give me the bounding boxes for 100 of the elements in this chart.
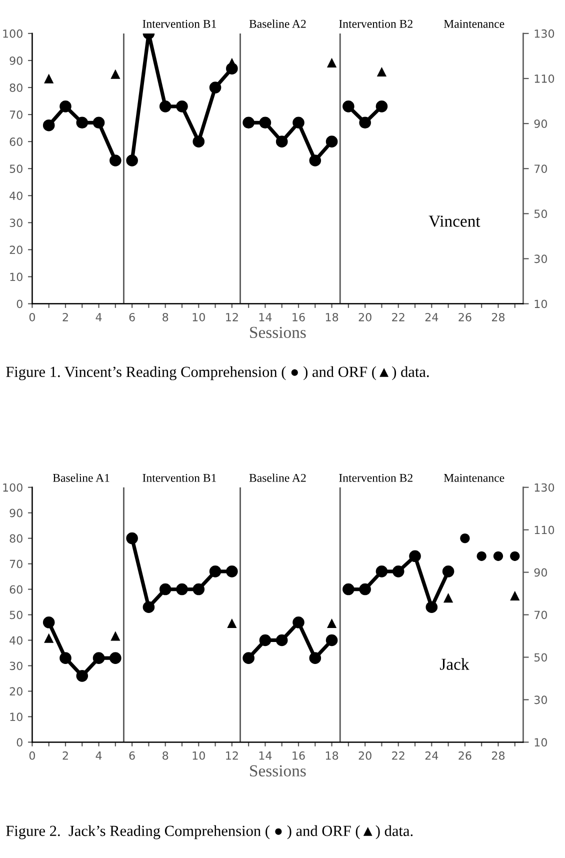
point [342, 100, 354, 112]
x-tick-label: 26 [458, 751, 472, 760]
point [292, 116, 304, 129]
point [60, 652, 72, 664]
point [126, 154, 138, 166]
point [442, 566, 454, 578]
x-tick-label: 14 [259, 313, 272, 322]
text: Baseline A1 [52, 474, 110, 482]
text: Figure 1. Vincent’s Reading Comprehension ( ● ) and ORF (▲) data. [6, 366, 429, 380]
point [326, 634, 338, 646]
point [510, 590, 520, 600]
point [209, 82, 222, 94]
y-tick-label: 60 [10, 585, 22, 594]
x-tick-label: 22 [392, 312, 404, 322]
x-tick-label: 12 [226, 312, 238, 322]
y2-tick-label: 50 [534, 210, 548, 218]
y-tick-label: 20 [10, 246, 22, 254]
point [242, 652, 254, 664]
point [359, 116, 371, 129]
point [44, 633, 54, 643]
y2-tick-label: 10 [534, 738, 548, 747]
x-tick-label: 0 [29, 312, 35, 322]
y2-tick-label: 50 [534, 653, 548, 662]
x-tick-label: 4 [96, 313, 102, 322]
point [192, 136, 205, 148]
x-tick-label: 20 [358, 312, 372, 322]
y-tick-label: 50 [10, 610, 22, 620]
point [276, 634, 288, 646]
y2-tick-label: 90 [534, 120, 548, 128]
point [392, 566, 404, 578]
point [493, 551, 504, 561]
x-tick-label: 14 [259, 752, 272, 760]
y-tick-label: 60 [10, 138, 22, 146]
point [227, 618, 237, 628]
x-tick-label: 28 [492, 312, 505, 322]
point [110, 154, 122, 166]
text: Intervention B1 [142, 474, 216, 482]
point [326, 136, 338, 148]
x-tick-label: 6 [129, 312, 135, 322]
point [92, 116, 105, 129]
x-tick-label: 2 [62, 312, 68, 322]
y-tick-label: 90 [10, 508, 22, 518]
point [209, 566, 222, 578]
point [42, 616, 55, 628]
point [276, 136, 288, 148]
x-tick-label: 6 [129, 751, 135, 760]
y2-tick-label: 110 [534, 526, 554, 534]
point [259, 116, 272, 129]
point [76, 670, 88, 682]
y2-tick-label: 130 [534, 483, 554, 492]
point [259, 634, 272, 646]
x-tick-label: 26 [458, 312, 472, 322]
y-tick-label: 70 [10, 560, 22, 568]
text: Baseline A2 [249, 474, 306, 482]
x-tick-label: 12 [226, 751, 238, 760]
y-tick-label: 0 [16, 300, 22, 308]
point [292, 616, 304, 628]
point [460, 534, 470, 544]
y2-tick-label: 130 [534, 29, 554, 38]
x-tick-label: 16 [292, 312, 305, 322]
y2-tick-label: 70 [534, 610, 548, 620]
y-tick-label: 10 [10, 272, 22, 282]
y-tick-label: 70 [10, 110, 22, 119]
y-tick-label: 50 [10, 164, 22, 173]
point [44, 74, 54, 84]
point [176, 100, 188, 112]
point [126, 532, 138, 544]
y2-tick-label: 10 [534, 300, 548, 308]
y-tick-label: 20 [10, 687, 22, 696]
point [159, 100, 172, 112]
y-tick-label: 40 [10, 636, 22, 645]
y2-tick-label: 70 [534, 164, 548, 173]
point [342, 583, 354, 596]
x-tick-label: 10 [192, 751, 205, 760]
x-tick-label: 18 [326, 312, 338, 322]
x-tick-label: 20 [358, 751, 372, 760]
point [76, 116, 88, 129]
point [226, 566, 238, 578]
point [510, 551, 520, 561]
x-tick-label: 18 [326, 751, 338, 760]
point [92, 652, 105, 664]
point [60, 100, 72, 112]
point [443, 592, 454, 603]
x-tick-label: 22 [392, 751, 404, 760]
x-tick-label: 8 [162, 312, 168, 322]
point [309, 652, 322, 664]
point [376, 66, 387, 77]
y-tick-label: 40 [10, 192, 22, 200]
x-tick-label: 8 [162, 751, 168, 760]
x-axis-title: Sessions [250, 765, 306, 776]
y-tick-label: 30 [10, 662, 22, 670]
text: Maintenance [444, 20, 504, 28]
y-tick-label: 90 [10, 56, 22, 65]
point [42, 119, 55, 132]
x-tick-label: 24 [425, 751, 438, 760]
point [376, 566, 388, 578]
y-tick-label: 100 [3, 29, 22, 38]
y-tick-label: 100 [3, 483, 22, 492]
point [192, 583, 205, 596]
point [326, 618, 337, 628]
